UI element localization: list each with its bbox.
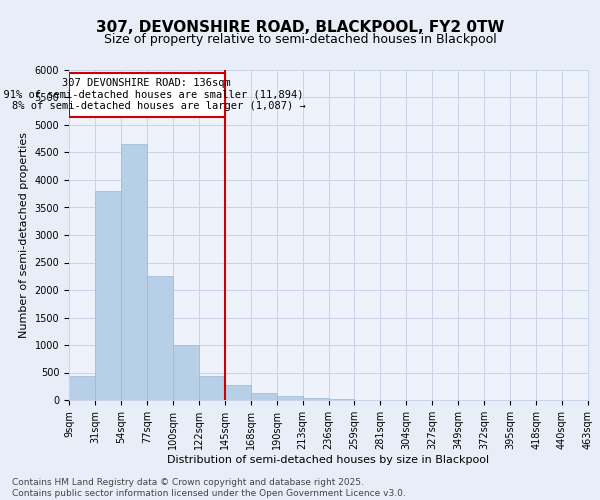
Text: Size of property relative to semi-detached houses in Blackpool: Size of property relative to semi-detach… bbox=[104, 32, 496, 46]
Bar bbox=[173, 345, 199, 400]
Bar bbox=[277, 396, 302, 400]
X-axis label: Distribution of semi-detached houses by size in Blackpool: Distribution of semi-detached houses by … bbox=[167, 454, 490, 464]
Text: 307, DEVONSHIRE ROAD, BLACKPOOL, FY2 0TW: 307, DEVONSHIRE ROAD, BLACKPOOL, FY2 0TW bbox=[96, 20, 504, 35]
Text: 307 DEVONSHIRE ROAD: 136sqm
← 91% of semi-detached houses are smaller (11,894)
 : 307 DEVONSHIRE ROAD: 136sqm ← 91% of sem… bbox=[0, 78, 306, 112]
Bar bbox=[199, 376, 224, 400]
Y-axis label: Number of semi-detached properties: Number of semi-detached properties bbox=[19, 132, 29, 338]
Bar bbox=[251, 393, 277, 400]
Bar bbox=[225, 384, 251, 400]
Bar bbox=[95, 191, 121, 400]
Text: Contains HM Land Registry data © Crown copyright and database right 2025.
Contai: Contains HM Land Registry data © Crown c… bbox=[12, 478, 406, 498]
Bar bbox=[302, 398, 329, 400]
Bar bbox=[147, 276, 173, 400]
FancyBboxPatch shape bbox=[69, 72, 225, 117]
Bar bbox=[69, 376, 95, 400]
Bar bbox=[121, 144, 147, 400]
